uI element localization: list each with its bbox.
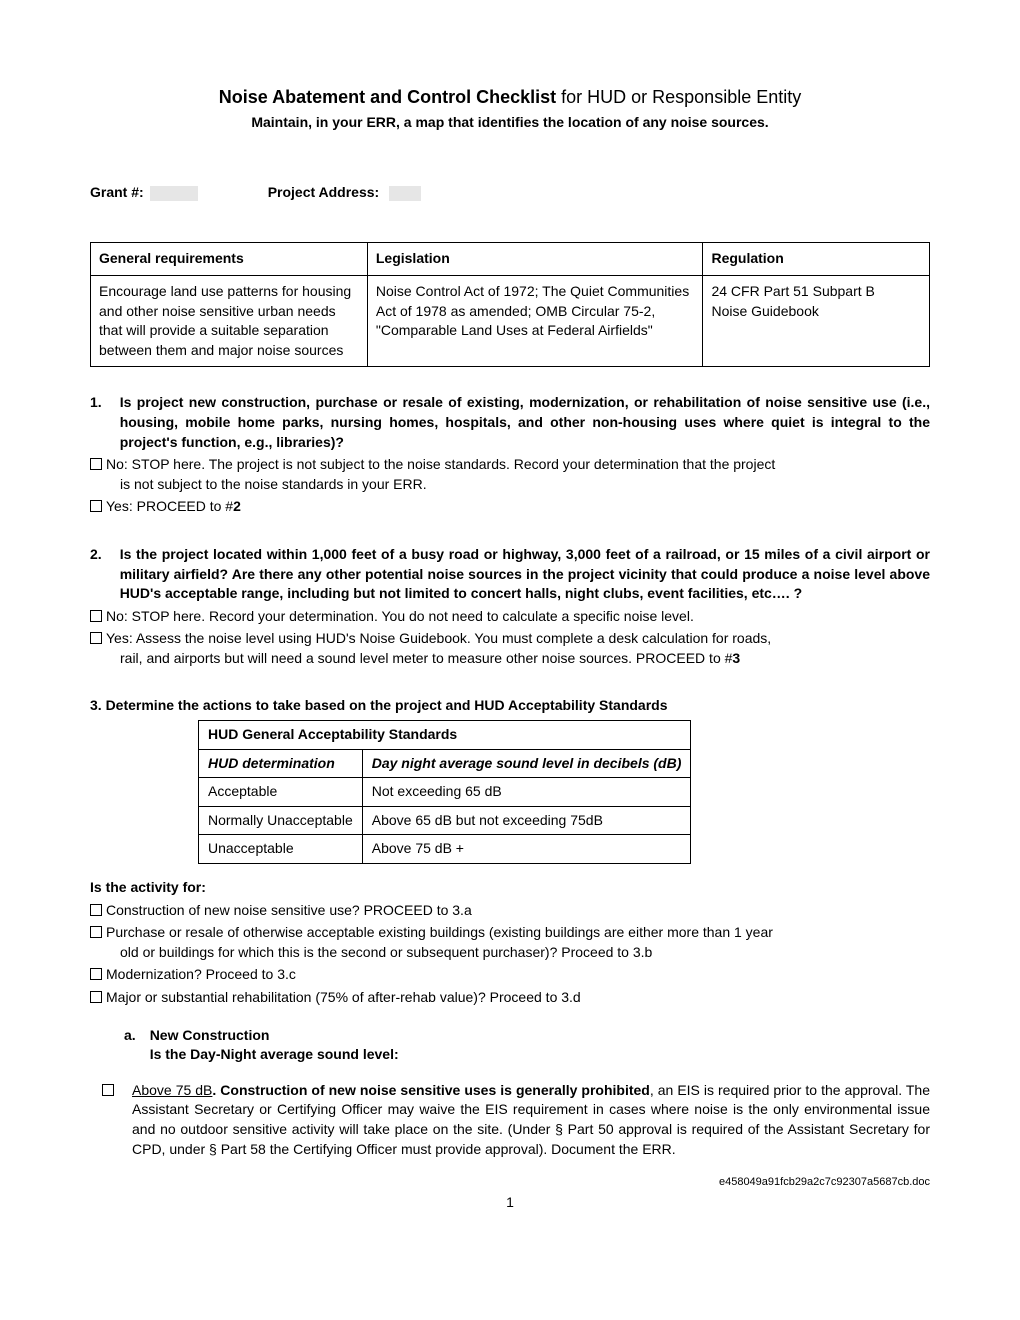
req-header-1: General requirements bbox=[91, 243, 368, 276]
q3-opt-2-cont: old or buildings for which this is the s… bbox=[90, 943, 930, 963]
page-number: 1 bbox=[90, 1193, 930, 1213]
checkbox-icon[interactable] bbox=[90, 968, 102, 980]
q1-opt-no: No: STOP here. The project is not subjec… bbox=[90, 455, 930, 475]
q1-text: Is project new construction, purchase or… bbox=[120, 393, 930, 452]
acc-r2c1: Normally Unacceptable bbox=[199, 806, 363, 835]
checkbox-icon[interactable] bbox=[90, 458, 102, 470]
q1-opt-yes: Yes: PROCEED to #2 bbox=[90, 497, 930, 517]
checkbox-icon[interactable] bbox=[90, 926, 102, 938]
q3-opt-1: Construction of new noise sensitive use?… bbox=[90, 901, 930, 921]
title-block: Noise Abatement and Control Checklist fo… bbox=[90, 85, 930, 133]
acc-r3c1: Unacceptable bbox=[199, 835, 363, 864]
address-label: Project Address: bbox=[268, 183, 422, 203]
para-label: Above 75 dB bbox=[132, 1082, 212, 1098]
q1-yes-text: Yes: PROCEED to #2 bbox=[106, 497, 930, 517]
subtitle: Maintain, in your ERR, a map that identi… bbox=[90, 113, 930, 133]
q3-opt-3: Modernization? Proceed to 3.c bbox=[90, 965, 930, 985]
acc-r1c1: Acceptable bbox=[199, 778, 363, 807]
checkbox-icon[interactable] bbox=[90, 991, 102, 1003]
checkbox-icon[interactable] bbox=[90, 610, 102, 622]
q2-yes-b: rail, and airports but will need a sound… bbox=[120, 650, 732, 666]
para-bold: . Construction of new noise sensitive us… bbox=[212, 1082, 649, 1098]
question-2: 2. Is the project located within 1,000 f… bbox=[90, 545, 930, 669]
meta-row: Grant #: Project Address: bbox=[90, 183, 930, 203]
question-3: 3. Determine the actions to take based o… bbox=[90, 696, 930, 1159]
checkbox-icon[interactable] bbox=[90, 632, 102, 644]
sub-a-letter: a. bbox=[124, 1026, 136, 1046]
checkbox-icon[interactable] bbox=[102, 1084, 114, 1096]
q1-no-text-cont: is not subject to the noise standards in… bbox=[90, 475, 930, 495]
q3-opt-4-text: Major or substantial rehabilitation (75%… bbox=[106, 988, 930, 1008]
q2-yes-text-b: rail, and airports but will need a sound… bbox=[90, 649, 930, 669]
address-label-text: Project Address: bbox=[268, 184, 380, 200]
req-header-3: Regulation bbox=[703, 243, 930, 276]
grant-label-text: Grant #: bbox=[90, 184, 144, 200]
acc-title: HUD General Acceptability Standards bbox=[199, 721, 691, 750]
acc-r1c2: Not exceeding 65 dB bbox=[362, 778, 691, 807]
req-cell-2: Noise Control Act of 1972; The Quiet Com… bbox=[367, 275, 703, 366]
footer: e458049a91fcb29a2c7c92307a5687cb.doc 1 bbox=[90, 1193, 930, 1213]
q2-opt-yes: Yes: Assess the noise level using HUD's … bbox=[90, 629, 930, 649]
req-cell-3: 24 CFR Part 51 Subpart B Noise Guidebook bbox=[703, 275, 930, 366]
q3-opt-1-text: Construction of new noise sensitive use?… bbox=[106, 901, 930, 921]
req-cell-1: Encourage land use patterns for housing … bbox=[91, 275, 368, 366]
q1-yes-a: Yes: PROCEED to # bbox=[106, 498, 233, 514]
grant-input[interactable] bbox=[150, 186, 198, 201]
req-header-2: Legislation bbox=[367, 243, 703, 276]
grant-label: Grant #: bbox=[90, 183, 198, 203]
q1-no-text: No: STOP here. The project is not subjec… bbox=[106, 455, 930, 475]
q1-yes-b: 2 bbox=[233, 498, 241, 514]
activity-label: Is the activity for: bbox=[90, 878, 930, 898]
acceptability-table: HUD General Acceptability Standards HUD … bbox=[198, 720, 691, 864]
q2-no-text: No: STOP here. Record your determination… bbox=[106, 607, 930, 627]
para-75db: Above 75 dB. Construction of new noise s… bbox=[102, 1081, 930, 1159]
requirements-table: General requirements Legislation Regulat… bbox=[90, 242, 930, 367]
acc-r2c2: Above 65 dB but not exceeding 75dB bbox=[362, 806, 691, 835]
q2-yes-c: 3 bbox=[732, 650, 740, 666]
checkbox-icon[interactable] bbox=[90, 500, 102, 512]
para-75db-text: Above 75 dB. Construction of new noise s… bbox=[132, 1081, 930, 1159]
acc-col2: Day night average sound level in decibel… bbox=[362, 749, 691, 778]
q2-opt-no: No: STOP here. Record your determination… bbox=[90, 607, 930, 627]
q3-opt-2: Purchase or resale of otherwise acceptab… bbox=[90, 923, 930, 943]
q3-opt-3-text: Modernization? Proceed to 3.c bbox=[106, 965, 930, 985]
q1-number: 1. bbox=[90, 393, 102, 452]
sub-a-block: a. New Construction a. Is the Day-Night … bbox=[124, 1026, 930, 1065]
q2-yes-text-a: Yes: Assess the noise level using HUD's … bbox=[106, 629, 930, 649]
doc-filename: e458049a91fcb29a2c7c92307a5687cb.doc bbox=[719, 1175, 930, 1190]
q2-text: Is the project located within 1,000 feet… bbox=[120, 545, 930, 604]
question-1: 1. Is project new construction, purchase… bbox=[90, 393, 930, 517]
main-title: Noise Abatement and Control Checklist fo… bbox=[90, 85, 930, 110]
acc-col1: HUD determination bbox=[199, 749, 363, 778]
sub-a-title: New Construction bbox=[150, 1026, 270, 1046]
q3-opt-2-text: Purchase or resale of otherwise acceptab… bbox=[106, 923, 930, 943]
sub-a-question: Is the Day-Night average sound level: bbox=[150, 1045, 399, 1065]
title-bold: Noise Abatement and Control Checklist bbox=[219, 87, 556, 107]
checkbox-icon[interactable] bbox=[90, 904, 102, 916]
q3-heading: 3. Determine the actions to take based o… bbox=[90, 696, 930, 716]
address-input[interactable] bbox=[389, 186, 421, 201]
q2-number: 2. bbox=[90, 545, 102, 604]
q3-opt-4: Major or substantial rehabilitation (75%… bbox=[90, 988, 930, 1008]
acc-r3c2: Above 75 dB + bbox=[362, 835, 691, 864]
title-rest: for HUD or Responsible Entity bbox=[556, 87, 801, 107]
